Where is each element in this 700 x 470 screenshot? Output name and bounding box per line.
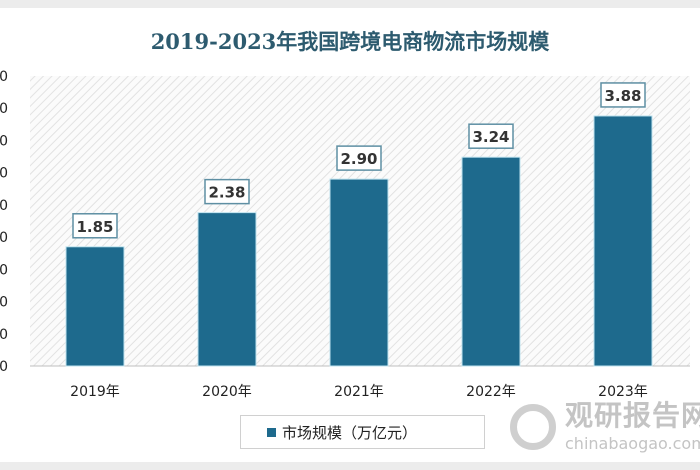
data-label: 2.38 — [208, 184, 245, 202]
y-tick-label: 0.00 — [0, 359, 8, 375]
y-tick-label: 4.00 — [0, 101, 8, 117]
x-tick-label: 2019年 — [70, 384, 120, 400]
legend: 市场规模（万亿元） — [240, 415, 485, 449]
x-tick-label: 2020年 — [202, 384, 252, 400]
x-tick-label: 2023年 — [598, 384, 648, 400]
x-tick-label: 2021年 — [334, 384, 384, 400]
x-tick-label: 2022年 — [466, 384, 516, 400]
bar — [65, 246, 125, 367]
legend-swatch — [267, 427, 276, 437]
bar — [197, 212, 257, 367]
data-label: 3.88 — [604, 87, 641, 105]
top-band — [0, 0, 700, 8]
legend-label: 市场规模（万亿元） — [282, 423, 418, 442]
y-tick-label: 2.00 — [0, 230, 8, 246]
y-tick-label: 3.50 — [0, 133, 8, 149]
data-label: 2.90 — [340, 150, 377, 168]
y-tick-label: 3.00 — [0, 166, 8, 182]
data-label-box — [336, 145, 382, 171]
watermark-en: chinabaogao.com — [565, 434, 700, 453]
watermark-cn: 观研报告网 — [565, 399, 700, 432]
data-label-box — [468, 123, 514, 149]
chart-title: 2019-2023年我国跨境电商物流市场规模 — [150, 29, 550, 54]
y-tick-label: 0.50 — [0, 327, 8, 343]
data-label-box — [204, 178, 250, 205]
y-tick-label: 2.50 — [0, 198, 8, 214]
data-label-box — [72, 213, 118, 239]
data-label: 3.24 — [472, 128, 509, 146]
bar — [329, 178, 389, 367]
data-label: 1.85 — [76, 218, 113, 236]
y-tick-label: 1.00 — [0, 295, 8, 311]
data-label-box — [600, 82, 646, 108]
bottom-band — [0, 462, 700, 470]
watermark-logo-icon — [510, 404, 556, 450]
y-tick-label: 1.50 — [0, 262, 8, 278]
bar — [593, 115, 653, 367]
bar — [461, 156, 521, 367]
y-tick-label: 4.50 — [0, 69, 8, 85]
